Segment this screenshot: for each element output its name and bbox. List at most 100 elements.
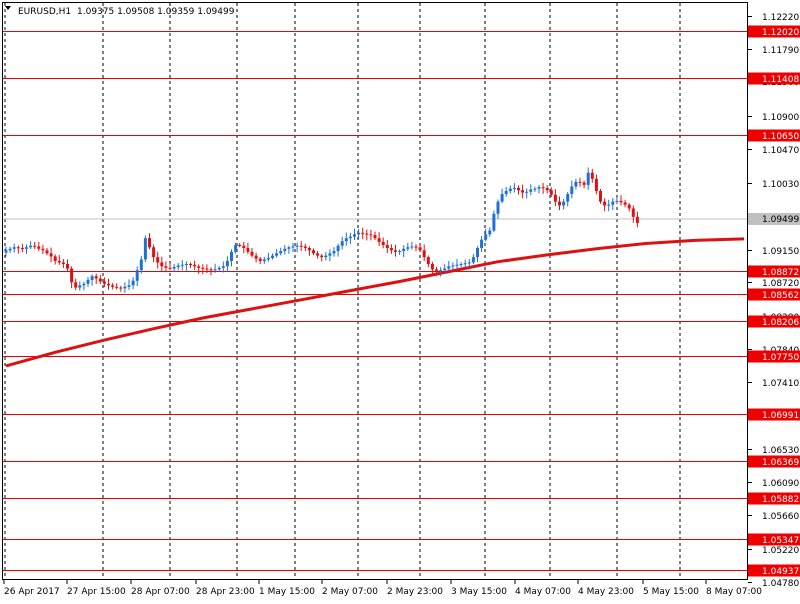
candle [225,256,229,272]
candle [275,248,279,258]
candle [86,276,90,287]
candle-body [123,286,127,289]
candle [312,248,315,256]
candle-body [148,238,151,248]
candle-body [443,268,447,271]
candle [8,246,12,253]
candle-body [234,244,238,252]
candle [172,264,176,272]
candle-body [98,278,102,282]
y-tick-label: 1.04780 [762,579,799,589]
candle-body [348,236,352,239]
candle [41,244,45,255]
caret-down-icon[interactable] [5,6,11,10]
candle-body [447,266,451,269]
x-tick-label: 27 Apr 15:00 [67,587,126,597]
candle-body [344,238,348,242]
candle [160,256,164,272]
level-badge [748,350,800,363]
candle-body [266,257,270,260]
y-tick-label: 1.05660 [762,512,799,522]
candle [234,242,238,254]
candle [336,243,340,257]
y-tick-label: 1.10900 [762,113,799,123]
candle-body [82,283,86,286]
candle [164,261,168,273]
candle-body [303,246,307,249]
candle [582,180,586,189]
candle [45,247,49,256]
symbol-label: EURUSD,H1 [18,7,71,17]
candle [607,199,611,212]
candle-body [33,245,37,247]
candle-body [254,255,258,259]
candle-body [49,253,53,257]
candle [242,241,246,254]
candle-body [242,245,246,249]
x-tick-label: 28 Apr 07:00 [131,587,190,597]
y-tick-label: 1.11790 [762,46,799,56]
candle [131,277,135,290]
candle-body [86,279,90,284]
candle-body [357,232,361,235]
candle-body [562,201,566,206]
level-badge [748,564,800,577]
candle-body [4,250,8,253]
candle [471,254,475,265]
candle [365,229,369,241]
candle-body [78,285,82,288]
candle [566,191,570,207]
level-labels: 1.12020 1.11408 1.10650 1.08872 1.08562 1.082… [748,25,800,577]
candle-body [57,260,61,263]
candle-body [496,201,500,214]
x-tick-label: 28 Apr 23:00 [196,587,255,597]
candle [529,184,533,196]
candle-body [607,204,611,206]
level-badge [748,492,800,505]
candle-body [471,257,475,263]
candle [373,231,377,241]
candle-body [533,188,537,190]
candle-body [529,189,533,192]
candle-body [406,247,410,249]
candle-body [353,234,356,237]
candle-body [619,200,623,203]
candle [176,263,180,271]
candle [197,264,201,274]
candle-body [385,244,389,249]
candle-body [37,246,41,249]
candle [435,266,438,276]
candle [517,185,520,195]
y-tick-label: 1.05220 [762,546,799,556]
candle [496,199,500,219]
candle-body [45,250,49,254]
candle-body [570,186,574,195]
candle-body [246,248,250,252]
candle [25,244,28,254]
candle [143,235,147,263]
candle [94,273,98,285]
candle-body [271,255,274,258]
candle [111,283,115,290]
level-label: 1.05882 [762,495,799,505]
y-tick-label: 1.10470 [762,146,799,156]
y-tick-label: 1.12220 [762,13,799,23]
candle [533,186,537,192]
candle-body [463,263,467,265]
candle-body [176,265,180,268]
candle-body [197,266,201,268]
candle [148,233,151,250]
candle [414,244,418,252]
candle [410,241,414,250]
y-tick-label: 1.06090 [762,479,799,489]
level-badge [748,533,800,546]
candle-body [312,250,315,254]
candle [209,267,213,276]
candle-body [365,233,369,235]
candle-body [180,264,184,266]
candle [603,198,607,212]
candle [451,262,455,270]
candle-body [525,191,529,193]
candle [246,242,250,255]
